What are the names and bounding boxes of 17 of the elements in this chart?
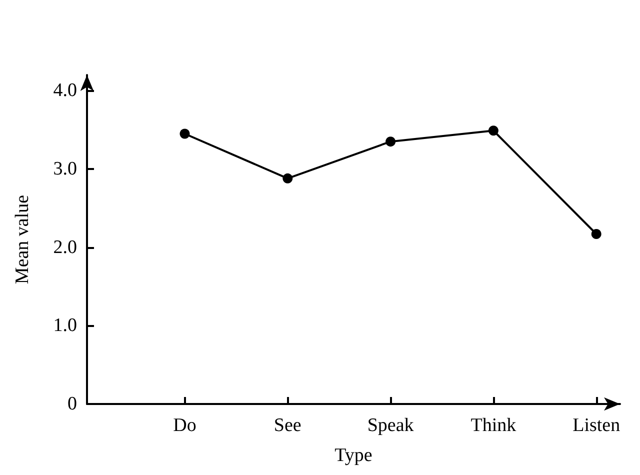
y-tick-label: 2.0 <box>53 236 77 258</box>
point <box>386 136 396 147</box>
x-tick-label: Do <box>173 415 196 436</box>
point <box>180 128 190 139</box>
x-tick-label: Speak <box>367 415 414 436</box>
point <box>488 126 498 136</box>
x-tick-label: See <box>274 415 302 436</box>
point <box>591 229 602 240</box>
x-tick-label: Listen <box>572 415 621 436</box>
y-tick-label: 1.0 <box>53 315 77 336</box>
point <box>282 173 293 184</box>
x-axis-title: Type <box>334 445 372 466</box>
y-tick-label: 0 <box>68 394 77 414</box>
y-tick-label: 4.0 <box>53 80 77 102</box>
y-tick-label: 3.0 <box>53 158 77 180</box>
x-tick-label: Think <box>470 415 517 436</box>
y-axis-title: Mean value <box>12 194 33 284</box>
